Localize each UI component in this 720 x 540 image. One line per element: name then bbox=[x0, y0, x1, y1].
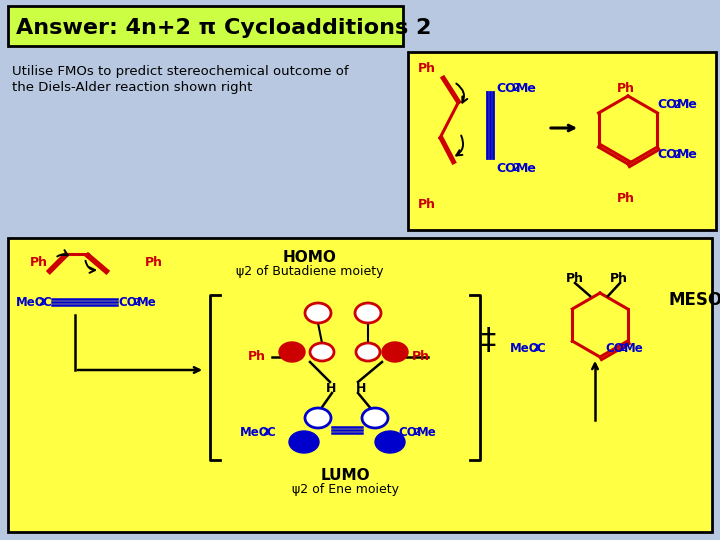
Text: 2: 2 bbox=[413, 428, 419, 437]
Text: C: C bbox=[266, 426, 275, 438]
Text: Me: Me bbox=[677, 148, 698, 161]
Text: the Diels-Alder reaction shown right: the Diels-Alder reaction shown right bbox=[12, 82, 253, 94]
Text: CO: CO bbox=[398, 426, 417, 438]
Text: Me: Me bbox=[677, 98, 698, 111]
Ellipse shape bbox=[289, 431, 319, 453]
Text: CO: CO bbox=[605, 341, 624, 354]
Text: C: C bbox=[42, 295, 50, 308]
Text: CO: CO bbox=[118, 295, 137, 308]
Text: Me: Me bbox=[624, 341, 644, 354]
Bar bbox=[408, 52, 716, 230]
Text: 2: 2 bbox=[620, 344, 626, 353]
Text: Ph: Ph bbox=[418, 199, 436, 212]
Ellipse shape bbox=[362, 408, 388, 428]
Text: CO: CO bbox=[496, 82, 516, 94]
Text: 2: 2 bbox=[133, 298, 139, 307]
Text: ‡: ‡ bbox=[480, 326, 495, 354]
Ellipse shape bbox=[356, 343, 380, 361]
Text: Ph: Ph bbox=[617, 82, 635, 94]
Text: MeO: MeO bbox=[16, 295, 46, 308]
Text: Ph: Ph bbox=[30, 255, 48, 268]
Text: 2: 2 bbox=[673, 100, 680, 110]
Text: Me: Me bbox=[516, 161, 537, 174]
Ellipse shape bbox=[355, 303, 381, 323]
Ellipse shape bbox=[382, 342, 408, 362]
Text: MeO: MeO bbox=[240, 426, 270, 438]
Text: ψ2 of Ene moiety: ψ2 of Ene moiety bbox=[292, 483, 398, 496]
Text: CO: CO bbox=[657, 98, 677, 111]
Ellipse shape bbox=[279, 342, 305, 362]
Text: CO: CO bbox=[657, 148, 677, 161]
Text: Me: Me bbox=[137, 295, 157, 308]
Text: Ph: Ph bbox=[418, 62, 436, 75]
Ellipse shape bbox=[310, 343, 334, 361]
Text: HOMO: HOMO bbox=[283, 251, 337, 266]
Text: MeO: MeO bbox=[510, 341, 540, 354]
Text: ψ2 of Butadiene moiety: ψ2 of Butadiene moiety bbox=[236, 266, 384, 279]
Text: 2: 2 bbox=[38, 298, 44, 307]
Text: Ph: Ph bbox=[610, 272, 628, 285]
Text: Ph: Ph bbox=[248, 350, 266, 363]
Text: CO: CO bbox=[496, 161, 516, 174]
Text: MESO: MESO bbox=[668, 291, 720, 309]
Text: C: C bbox=[536, 341, 545, 354]
Text: 2: 2 bbox=[673, 150, 680, 160]
Text: Ph: Ph bbox=[566, 272, 584, 285]
Text: 2: 2 bbox=[512, 83, 518, 93]
Bar bbox=[8, 238, 712, 532]
Text: H: H bbox=[356, 381, 366, 395]
Text: Utilise FMOs to predict stereochemical outcome of: Utilise FMOs to predict stereochemical o… bbox=[12, 65, 348, 78]
Text: 2: 2 bbox=[262, 428, 269, 437]
Text: Answer: 4n+2 π Cycloadditions 2: Answer: 4n+2 π Cycloadditions 2 bbox=[16, 18, 431, 38]
Text: H: H bbox=[326, 381, 336, 395]
Text: Ph: Ph bbox=[617, 192, 635, 205]
Text: Ph: Ph bbox=[145, 255, 163, 268]
Text: 2: 2 bbox=[532, 344, 539, 353]
Text: 2: 2 bbox=[512, 163, 518, 173]
Text: Ph: Ph bbox=[412, 350, 430, 363]
Text: Me: Me bbox=[516, 82, 537, 94]
Ellipse shape bbox=[305, 408, 331, 428]
Ellipse shape bbox=[375, 431, 405, 453]
Text: LUMO: LUMO bbox=[320, 468, 370, 483]
Text: Me: Me bbox=[417, 426, 437, 438]
Ellipse shape bbox=[305, 303, 331, 323]
Bar bbox=[8, 6, 403, 46]
